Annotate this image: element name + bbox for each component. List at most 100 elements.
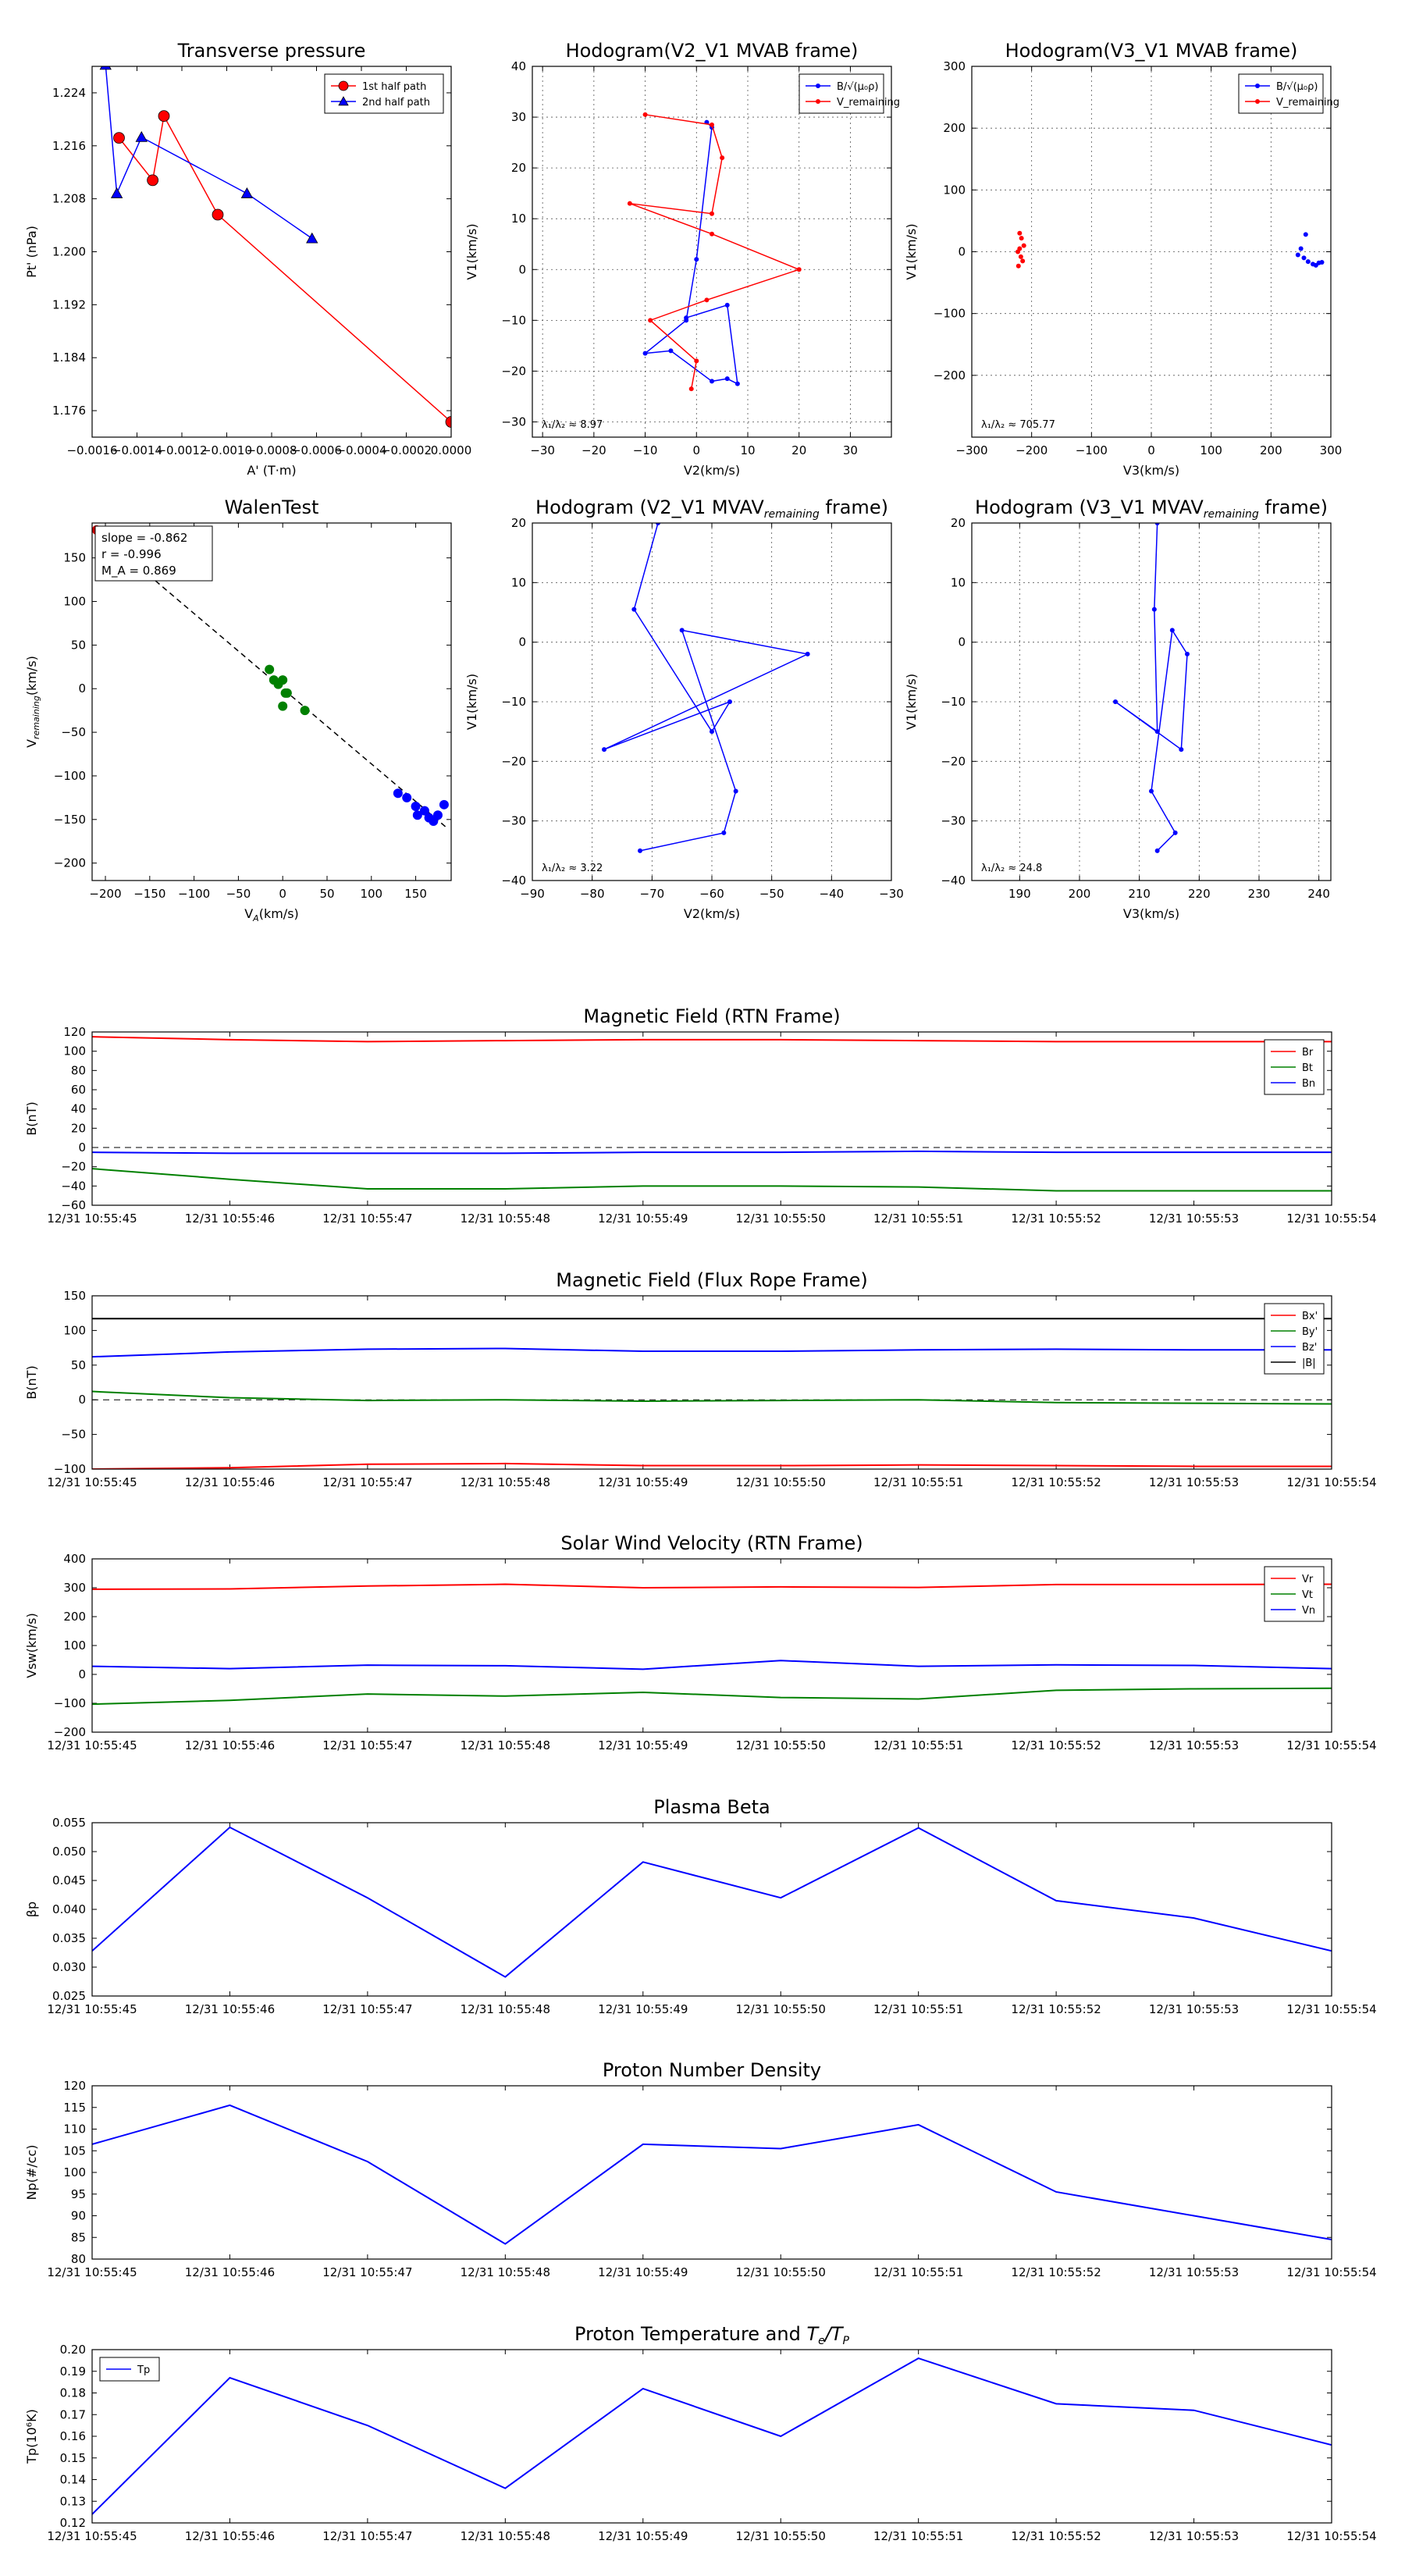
y-tick-label: −20: [941, 754, 966, 768]
y-tick-label: 0.045: [52, 1873, 86, 1888]
chart-title: Hodogram (V3_V1 MVAVremaining frame): [975, 496, 1328, 521]
time-tick-label: 12/31 10:55:50: [736, 1212, 826, 1226]
time-tick-label: 12/31 10:55:52: [1011, 1475, 1101, 1489]
data-point: [439, 799, 449, 809]
y-tick-label: 0.18: [60, 2386, 86, 2400]
chart-solar-wind-velocity: 12/31 10:55:45 12/31 10:55:46 12/31 10:55:…: [24, 1532, 1377, 1752]
time-tick-label: 12/31 10:55:49: [598, 2002, 688, 2016]
data-point: [1020, 258, 1026, 264]
x-tick-label: 0.0000: [431, 443, 472, 457]
chart-title: Proton Temperature and Te/TP: [574, 2323, 850, 2347]
y-tick-label: 90: [71, 2209, 86, 2223]
time-tick-label: 12/31 10:55:48: [461, 2265, 550, 2279]
time-tick-label: 12/31 10:55:49: [598, 2265, 688, 2279]
time-tick-label: 12/31 10:55:51: [873, 2002, 963, 2016]
x-tick-label: −80: [580, 887, 605, 901]
legend-label: Bx': [1302, 1311, 1318, 1322]
x-tick-label: 100: [360, 887, 382, 901]
data-point: [1305, 259, 1311, 265]
data-point: [282, 688, 292, 698]
legend-label: 1st half path: [362, 81, 426, 93]
x-tick-label: 0: [693, 443, 701, 457]
time-tick-label: 12/31 10:55:48: [461, 1738, 550, 1752]
x-tick-label: 300: [1320, 443, 1343, 457]
data-point: [710, 211, 714, 216]
data-point: [642, 350, 648, 356]
time-tick-label: 12/31 10:55:52: [1011, 2002, 1101, 2016]
time-tick-label: 12/31 10:55:52: [1011, 2529, 1101, 2543]
time-tick-label: 12/31 10:55:53: [1149, 1212, 1239, 1226]
y-tick-label: 300: [943, 59, 966, 73]
time-tick-label: 12/31 10:55:46: [185, 1212, 275, 1226]
data-point: [1295, 252, 1300, 258]
annotation-text: λ₁/λ₂ ≈ 3.22: [542, 863, 603, 874]
time-tick-label: 12/31 10:55:54: [1286, 1738, 1376, 1752]
title-part: Hodogram (V3_V1 MVAV: [975, 496, 1204, 518]
data-point: [704, 297, 710, 303]
y-tick-label: 0: [958, 245, 966, 259]
x-tick-label: −0.0014: [112, 443, 162, 457]
data-point: [158, 110, 170, 123]
time-tick-label: 12/31 10:55:46: [185, 2002, 275, 2016]
time-tick-label: 12/31 10:55:47: [322, 2529, 412, 2543]
y-tick-label: 115: [63, 2101, 86, 2115]
y-tick-label: 0.025: [52, 1989, 86, 2003]
y-tick-label: −200: [934, 368, 966, 382]
y-tick-label: 200: [63, 1610, 86, 1624]
y-tick-label: −100: [54, 1462, 86, 1476]
legend-label: |B|: [1302, 1357, 1316, 1369]
data-point: [1154, 848, 1160, 853]
data-point: [306, 232, 318, 244]
data-point: [300, 706, 310, 716]
x-axis-label: V3(km/s): [1123, 906, 1179, 921]
y-tick-label: 1.208: [52, 192, 86, 206]
legend-label: Vt: [1302, 1589, 1313, 1601]
data-point: [710, 729, 714, 735]
y-tick-label: 50: [71, 1358, 86, 1372]
y-tick-label: 0.13: [60, 2494, 86, 2508]
time-tick-label: 12/31 10:55:50: [736, 2265, 826, 2279]
legend: Bx' By' Bz' |B|: [1264, 1303, 1325, 1375]
time-tick-label: 12/31 10:55:53: [1149, 1475, 1239, 1489]
y-tick-label: 110: [63, 2122, 86, 2137]
y-tick-label: 100: [63, 595, 86, 609]
y-tick-label: 0.035: [52, 1931, 86, 1945]
data-point: [411, 802, 421, 812]
legend: Vr Vt Vn: [1264, 1566, 1325, 1622]
axes-frame: [532, 66, 892, 438]
time-tick-label: 12/31 10:55:45: [47, 1738, 137, 1752]
y-tick-label: 20: [71, 1121, 86, 1135]
time-tick-label: 12/31 10:55:53: [1149, 2265, 1239, 2279]
y-tick-label: 100: [63, 2165, 86, 2179]
data-point: [631, 607, 637, 612]
x-tick-label: −50: [226, 887, 251, 901]
chart-plasma-beta: 12/31 10:55:45 12/31 10:55:46 12/31 10:55:…: [24, 1796, 1377, 2016]
x-axis-label: V3(km/s): [1123, 463, 1179, 478]
series-line-Vt: [92, 1687, 1332, 1706]
time-tick-label: 12/31 10:55:50: [736, 1475, 826, 1489]
x-tick-label: −0.0002: [381, 443, 432, 457]
time-tick-label: 12/31 10:55:48: [461, 2529, 550, 2543]
data-point: [99, 66, 112, 70]
data-point: [432, 810, 443, 820]
y-tick-label: 0: [518, 635, 526, 649]
series-line-2ndhalfpath: [105, 66, 313, 240]
time-tick-label: 12/31 10:55:53: [1149, 2529, 1239, 2543]
x-tick-label: 10: [740, 443, 755, 457]
x-tick-label: −150: [133, 887, 165, 901]
time-tick-label: 12/31 10:55:52: [1011, 2265, 1101, 2279]
data-point: [796, 267, 802, 272]
y-tick-label: 0.030: [52, 1960, 86, 1974]
axes-frame: [971, 66, 1332, 438]
series-line-V: [603, 523, 810, 852]
chart-magnetic-field-rtn: 12/31 10:55:45 12/31 10:55:46 12/31 10:55:…: [24, 1005, 1377, 1226]
plot-area: [99, 66, 451, 428]
series-line-Np: [92, 2104, 1332, 2245]
title-part: frame): [820, 496, 888, 518]
series-line-B: [643, 122, 738, 385]
legend-label: By': [1302, 1326, 1318, 1338]
time-tick-label: 12/31 10:55:46: [185, 2265, 275, 2279]
y-tick-label: 1.184: [52, 350, 86, 365]
y-tick-label: 0.17: [60, 2407, 86, 2421]
time-tick-label: 12/31 10:55:53: [1149, 2002, 1239, 2016]
